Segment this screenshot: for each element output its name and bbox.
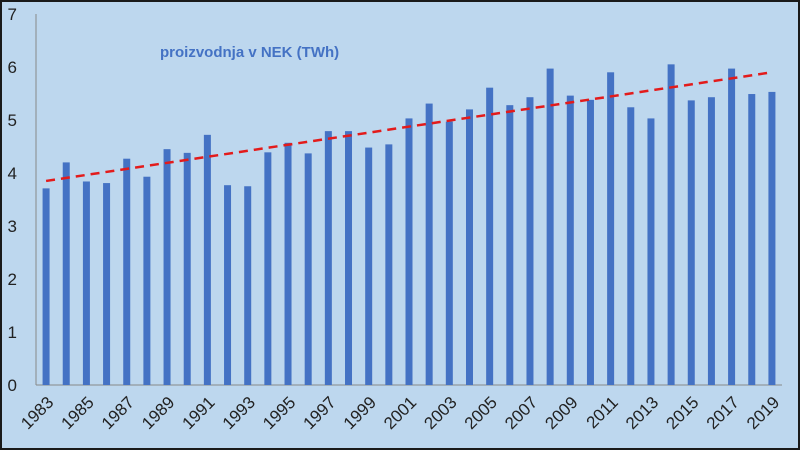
bar-2011 — [607, 72, 615, 386]
bar-2013 — [647, 118, 655, 385]
bar-2010 — [586, 99, 594, 386]
y-tick-label: 1 — [8, 323, 17, 342]
bar-1990 — [183, 152, 191, 385]
x-tick-label: 2009 — [541, 393, 581, 433]
bar-2019 — [768, 91, 776, 385]
bar-2012 — [627, 107, 635, 385]
x-tick-label: 2011 — [583, 393, 622, 432]
y-tick-label: 5 — [8, 111, 17, 130]
x-tick-label: 2017 — [703, 393, 743, 433]
x-tick-label: 1989 — [138, 393, 178, 433]
x-tick-label: 2013 — [622, 393, 662, 433]
bar-2007 — [526, 97, 534, 386]
bar-1996 — [304, 153, 312, 385]
bar-1993 — [244, 186, 252, 385]
bars-group — [42, 64, 776, 386]
x-tick-label: 2019 — [743, 393, 783, 433]
bar-1997 — [324, 131, 332, 385]
y-tick-label: 4 — [8, 164, 17, 183]
x-tick-label: 2003 — [420, 393, 460, 433]
x-tick-label: 2001 — [380, 393, 420, 433]
chart-title: proizvodnja v NEK (TWh) — [160, 44, 339, 61]
bar-1998 — [345, 131, 353, 385]
bar-1984 — [62, 162, 70, 385]
bar-2003 — [445, 121, 453, 385]
bar-2009 — [566, 95, 574, 386]
x-tick-label: 1995 — [259, 393, 299, 433]
x-tick-label: 1983 — [17, 393, 57, 433]
x-tick-label: 1999 — [340, 393, 380, 433]
bar-1988 — [143, 176, 151, 385]
bar-2008 — [546, 68, 554, 385]
x-tick-label: 2015 — [662, 393, 702, 433]
bar-2000 — [385, 144, 393, 385]
bar-2006 — [506, 105, 514, 385]
bar-1999 — [365, 147, 373, 385]
x-tick-label: 2005 — [461, 393, 501, 433]
bar-1995 — [284, 142, 292, 385]
x-tick-label: 1985 — [58, 393, 98, 433]
x-tick-label: 1987 — [98, 393, 138, 433]
x-tick-label: 2007 — [501, 393, 541, 433]
y-tick-label: 7 — [8, 5, 17, 24]
bar-2016 — [707, 97, 715, 386]
bar-2005 — [486, 87, 494, 386]
y-tick-label: 6 — [8, 58, 17, 77]
bar-2015 — [687, 100, 695, 385]
y-tick-label: 2 — [8, 270, 17, 289]
x-tick-label: 1993 — [219, 393, 259, 433]
bar-2002 — [425, 103, 433, 385]
y-tick-label: 3 — [8, 217, 17, 236]
bar-1983 — [42, 188, 50, 385]
bar-1986 — [103, 183, 111, 385]
y-tick-label: 0 — [8, 376, 17, 395]
y-tick-labels: 0 1 2 3 4 5 6 7 — [8, 5, 17, 395]
bar-1991 — [203, 134, 211, 385]
bar-2014 — [667, 64, 675, 385]
x-tick-label: 1991 — [179, 393, 219, 433]
bar-2001 — [405, 118, 413, 385]
trendline — [45, 71, 773, 183]
bar-1989 — [163, 149, 171, 385]
bar-1987 — [123, 158, 131, 385]
bar-1985 — [82, 181, 90, 385]
bar-2017 — [728, 68, 736, 385]
bar-2004 — [465, 109, 473, 386]
x-tick-labels: 1983 1985 1987 1989 1991 1993 1995 1997 1999 2001… — [17, 393, 783, 433]
bar-1992 — [224, 185, 232, 385]
bar-1994 — [264, 152, 272, 385]
bar-2018 — [748, 94, 756, 385]
x-tick-label: 1997 — [299, 393, 339, 433]
